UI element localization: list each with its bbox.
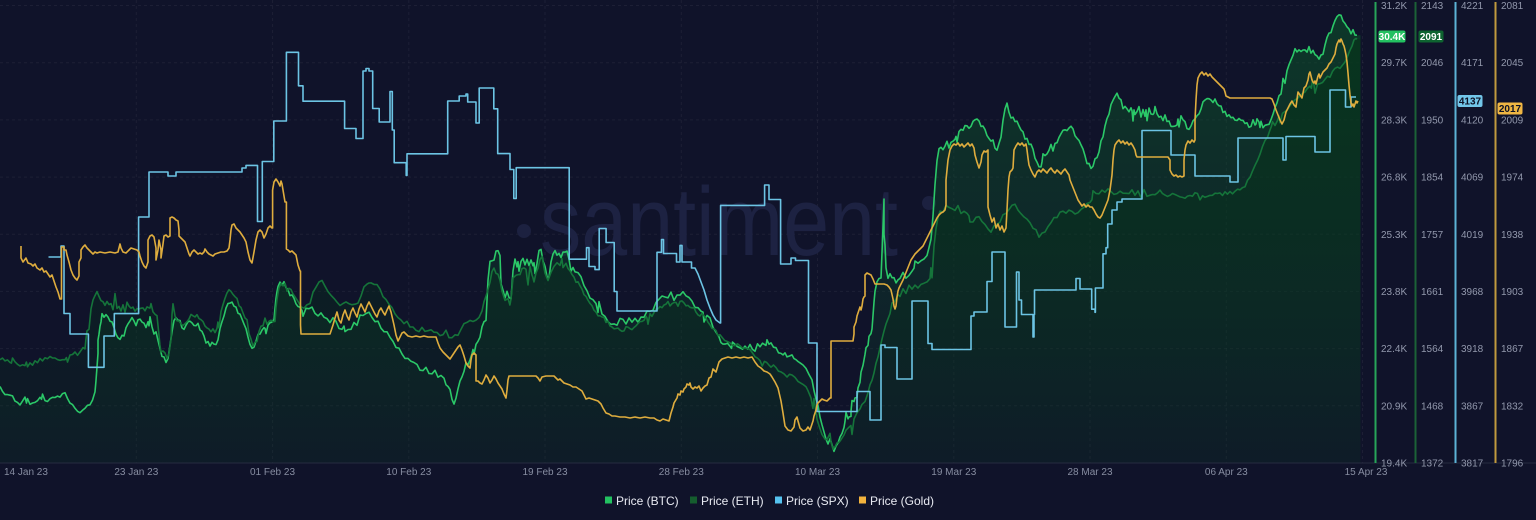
svg-text:2009: 2009 <box>1501 115 1524 126</box>
svg-text:1832: 1832 <box>1501 401 1524 412</box>
svg-text:2143: 2143 <box>1421 1 1444 12</box>
svg-text:1796: 1796 <box>1501 459 1524 470</box>
svg-text:4221: 4221 <box>1461 1 1484 12</box>
svg-text:Price (Gold): Price (Gold) <box>870 494 934 508</box>
svg-text:28 Feb 23: 28 Feb 23 <box>659 467 704 478</box>
svg-text:1564: 1564 <box>1421 344 1444 355</box>
svg-text:28 Mar 23: 28 Mar 23 <box>1067 467 1112 478</box>
svg-text:1661: 1661 <box>1421 287 1444 298</box>
svg-text:1854: 1854 <box>1421 173 1444 184</box>
svg-text:Price (ETH): Price (ETH) <box>701 494 764 508</box>
svg-text:01 Feb 23: 01 Feb 23 <box>250 467 295 478</box>
svg-text:2046: 2046 <box>1421 58 1444 69</box>
svg-text:2091: 2091 <box>1420 32 1443 43</box>
svg-text:1903: 1903 <box>1501 287 1524 298</box>
svg-text:4120: 4120 <box>1461 115 1484 126</box>
svg-text:28.3K: 28.3K <box>1381 115 1407 126</box>
svg-text:19 Mar 23: 19 Mar 23 <box>931 467 976 478</box>
svg-text:06 Apr 23: 06 Apr 23 <box>1205 467 1248 478</box>
svg-text:19 Feb 23: 19 Feb 23 <box>522 467 567 478</box>
svg-text:15 Apr 23: 15 Apr 23 <box>1345 467 1388 478</box>
svg-text:1468: 1468 <box>1421 401 1444 412</box>
svg-text:3968: 3968 <box>1461 287 1484 298</box>
svg-text:santiment: santiment <box>540 167 898 276</box>
svg-text:26.8K: 26.8K <box>1381 173 1407 184</box>
svg-text:10 Feb 23: 10 Feb 23 <box>386 467 431 478</box>
svg-text:1974: 1974 <box>1501 173 1524 184</box>
svg-text:4171: 4171 <box>1461 58 1484 69</box>
svg-text:22.4K: 22.4K <box>1381 344 1407 355</box>
svg-text:1757: 1757 <box>1421 230 1444 241</box>
svg-text:4019: 4019 <box>1461 230 1484 241</box>
svg-text:19.4K: 19.4K <box>1381 459 1407 470</box>
svg-text:Price (SPX): Price (SPX) <box>786 494 849 508</box>
svg-text:3867: 3867 <box>1461 401 1484 412</box>
svg-text:1372: 1372 <box>1421 459 1444 470</box>
svg-text:3817: 3817 <box>1461 459 1484 470</box>
svg-text:14 Jan 23: 14 Jan 23 <box>4 467 48 478</box>
svg-text:1950: 1950 <box>1421 115 1444 126</box>
svg-text:31.2K: 31.2K <box>1381 1 1407 12</box>
svg-text:1938: 1938 <box>1501 230 1524 241</box>
svg-text:4069: 4069 <box>1461 173 1484 184</box>
svg-text:20.9K: 20.9K <box>1381 401 1407 412</box>
svg-text:23.8K: 23.8K <box>1381 287 1407 298</box>
svg-text:29.7K: 29.7K <box>1381 58 1407 69</box>
svg-text:3918: 3918 <box>1461 344 1484 355</box>
svg-text:Price (BTC): Price (BTC) <box>616 494 679 508</box>
svg-text:10 Mar 23: 10 Mar 23 <box>795 467 840 478</box>
svg-text:2045: 2045 <box>1501 58 1524 69</box>
svg-text:2017: 2017 <box>1499 104 1522 115</box>
svg-text:2081: 2081 <box>1501 1 1524 12</box>
svg-text:1867: 1867 <box>1501 344 1524 355</box>
svg-text:4137: 4137 <box>1459 97 1482 108</box>
svg-text:25.3K: 25.3K <box>1381 230 1407 241</box>
svg-text:23 Jan 23: 23 Jan 23 <box>114 467 158 478</box>
svg-text:30.4K: 30.4K <box>1379 32 1406 43</box>
